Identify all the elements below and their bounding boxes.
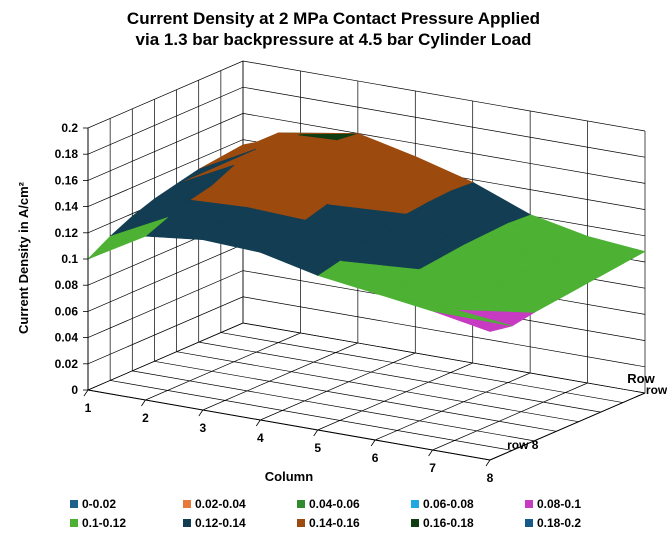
gridline-floor-column [202, 342, 358, 411]
y-tick-label: 0.06 [55, 304, 79, 318]
legend-label: 0.08-0.1 [537, 497, 582, 511]
x-tick-mark [198, 409, 204, 417]
x-axis-label: Column [265, 469, 313, 484]
y-tick-label: 0.14 [55, 200, 79, 214]
surface-facet [87, 217, 168, 260]
x-tick-label: 1 [85, 401, 92, 415]
surface-facet [198, 132, 279, 170]
legend-label: 0.12-0.14 [195, 516, 246, 530]
legend-swatch [411, 519, 419, 527]
legend-item: 0-0.02 [70, 497, 116, 511]
gridline-y [87, 60, 646, 132]
x-tick-mark [83, 389, 89, 397]
x-tick-label: 3 [200, 421, 207, 435]
y-tick-label: 0.18 [55, 147, 79, 161]
legend-label: 0.06-0.08 [423, 497, 474, 511]
x-tick-label: 8 [487, 471, 494, 485]
x-tick-label: 4 [257, 431, 264, 445]
legend-label: 0.02-0.04 [195, 497, 246, 511]
legend-item: 0.08-0.1 [525, 497, 581, 511]
x-tick-label: 2 [142, 411, 149, 425]
legend-swatch [411, 500, 419, 508]
y-tick-label: 0.16 [55, 173, 79, 187]
legend-item: 0.06-0.08 [411, 497, 474, 511]
legend-item: 0.16-0.18 [411, 516, 474, 530]
legend-item: 0.02-0.04 [183, 497, 246, 511]
gridline-floor-row [110, 380, 513, 451]
row-axis-label: Row [627, 371, 655, 386]
legend-label: 0.14-0.16 [309, 516, 360, 530]
legend-swatch [525, 500, 533, 508]
gridline-floor-row [242, 322, 646, 394]
surface-facet [176, 148, 257, 185]
surface-mesh [87, 132, 647, 332]
legend-swatch [297, 519, 305, 527]
x-tick-label: 6 [372, 451, 379, 465]
row-tick-label: row 8 [507, 438, 539, 452]
gridline-floor-column [87, 322, 244, 391]
chart-title-line-2: via 1.3 bar backpressure at 4.5 bar Cyli… [135, 30, 532, 49]
x-tick-label: 7 [429, 461, 436, 475]
y-tick-label: 0 [71, 383, 78, 397]
surface-facet [132, 184, 212, 217]
gridline-y [87, 296, 646, 368]
legend-label: 0.16-0.18 [423, 516, 474, 530]
x-tick-label: 5 [314, 441, 321, 455]
x-tick-mark [313, 429, 319, 437]
chart-title-line-1: Current Density at 2 MPa Contact Pressur… [126, 9, 541, 28]
y-tick-label: 0.1 [61, 252, 78, 266]
gridline-floor-column [432, 382, 588, 451]
gridline-floor-row [198, 341, 601, 413]
y-axis-label: Current Density in A/cm² [16, 181, 31, 334]
y-tick-label: 0.2 [61, 121, 78, 135]
legend-item: 0.12-0.14 [183, 516, 246, 530]
legend-label: 0.1-0.12 [82, 516, 127, 530]
legend-swatch [525, 519, 533, 527]
row-tick-label: row 1 [646, 383, 667, 397]
legend-swatch [70, 519, 78, 527]
x-tick-mark [370, 439, 376, 447]
legend-swatch [70, 500, 78, 508]
legend-label: 0.18-0.2 [537, 516, 582, 530]
gridline-floor-row [220, 332, 623, 403]
y-tick-label: 0.12 [55, 226, 79, 240]
x-tick-mark [141, 399, 146, 407]
surface-facet [154, 164, 235, 200]
gridline-floor-column [317, 362, 473, 431]
y-tick-label: 0.02 [55, 357, 79, 371]
surface-plot: 0 0.02 0.04 0.06 0.08 0.1 0.12 0.14 0.16 0.18 0.2 1… [16, 60, 667, 485]
x-axis-line [87, 389, 491, 461]
gridline-floor-column [260, 352, 416, 421]
surface-facet [109, 199, 190, 237]
legend-item: 0.04-0.06 [297, 497, 360, 511]
x-tick-mark [255, 419, 261, 427]
row-axis-line [489, 392, 646, 461]
legend-label: 0.04-0.06 [309, 497, 360, 511]
legend-item: 0.1-0.12 [70, 516, 126, 530]
legend-swatch [297, 500, 305, 508]
legend-swatch [183, 519, 191, 527]
legend-label: 0-0.02 [82, 497, 117, 511]
gridline-floor-row [132, 370, 535, 442]
gridline-floor-column [145, 332, 301, 401]
legend-item: 0.18-0.2 [525, 516, 581, 530]
x-tick-mark [428, 449, 433, 457]
chart-title: Current Density at 2 MPa Contact Pressur… [0, 8, 667, 50]
gridline-floor-row [176, 351, 579, 423]
gridline-floor-column [375, 372, 531, 441]
legend-swatch [183, 500, 191, 508]
gridline-floor-row [154, 360, 557, 432]
y-tick-label: 0.08 [55, 278, 79, 292]
axis-ticks: 0 0.02 0.04 0.06 0.08 0.1 0.12 0.14 0.16 0.18 0.2 1… [55, 121, 667, 485]
legend-item: 0.14-0.16 [297, 516, 360, 530]
y-tick-label: 0.04 [55, 331, 79, 345]
x-tick-mark [485, 459, 491, 467]
